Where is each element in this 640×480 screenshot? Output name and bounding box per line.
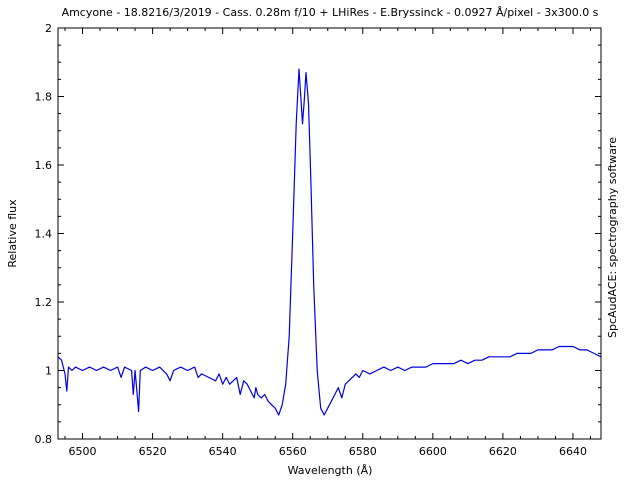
y-tick-label: 0.8 <box>35 433 53 446</box>
axis-ticks: 6500 6520 6540 6560 6580 6600 6620 6640 0.8 1 1.2 1… <box>35 22 601 458</box>
x-tick-label: 6560 <box>279 445 307 458</box>
y-tick-label: 1.6 <box>35 159 53 172</box>
x-tick-label: 6600 <box>419 445 447 458</box>
chart-title: Amcyone - 18.8216/3/2019 - Cass. 0.28m f… <box>62 6 599 19</box>
y-tick-label: 1.8 <box>35 91 53 104</box>
y-tick-label: 2 <box>45 22 52 35</box>
y-tick-label: 1 <box>45 365 52 378</box>
spectrum-line <box>57 68 602 416</box>
plot-frame <box>57 27 602 440</box>
x-tick-label: 6540 <box>209 445 237 458</box>
y-tick-label: 1.2 <box>35 296 53 309</box>
x-tick-label: 6580 <box>349 445 377 458</box>
x-tick-label: 6620 <box>489 445 517 458</box>
x-tick-label: 6500 <box>69 445 97 458</box>
y-tick-label: 1.4 <box>35 228 53 241</box>
y-axis-label: Relative flux <box>6 199 19 268</box>
x-tick-label: 6520 <box>139 445 167 458</box>
x-axis-label: Wavelength (Å) <box>288 464 373 477</box>
x-tick-label: 6640 <box>559 445 587 458</box>
software-credit-label: SpcAudACE: spectrography software <box>606 137 619 338</box>
